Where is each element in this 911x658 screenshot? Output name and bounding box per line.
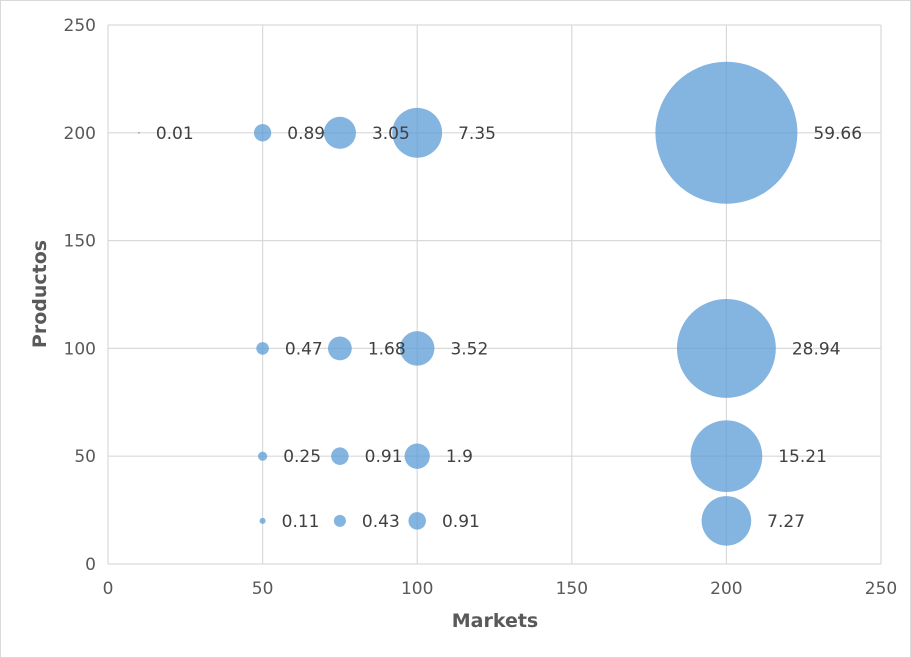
x-tick-label: 250 (865, 579, 897, 599)
bubble (701, 496, 752, 546)
bubble (404, 443, 430, 469)
bubble (256, 342, 269, 355)
bubble (690, 420, 763, 493)
bubble (676, 298, 776, 398)
x-tick-label: 50 (252, 579, 274, 599)
bubble-data-label: 0.01 (156, 124, 194, 144)
bubble-data-label: 0.43 (362, 512, 400, 532)
y-tick-label: 100 (64, 339, 96, 359)
y-tick-label: 150 (64, 232, 96, 252)
gridlines (107, 24, 882, 565)
data-labels: 0.01 0.89 3.05 7.35 59.66 0.47 1.68 3.52 28.94 0.… (156, 124, 862, 532)
bubble (408, 512, 426, 530)
x-tick-label: 200 (710, 579, 742, 599)
y-axis-title: Productos (29, 240, 51, 348)
x-tick-label: 100 (401, 579, 433, 599)
bubble (258, 451, 268, 461)
bubble (331, 447, 349, 465)
bubble (399, 331, 435, 366)
y-tick-label: 50 (74, 447, 96, 467)
bubble-data-label: 1.68 (368, 339, 406, 359)
bubble (655, 61, 798, 204)
y-axis-ticks: 0 50 100 150 200 250 (64, 16, 96, 575)
bubble-data-label: 0.25 (283, 447, 321, 467)
x-axis-ticks: 0 50 100 150 200 250 (103, 579, 898, 599)
bubble-data-label: 0.11 (282, 512, 320, 532)
y-tick-label: 250 (64, 16, 96, 36)
y-tick-label: 0 (85, 555, 96, 575)
x-tick-label: 150 (556, 579, 588, 599)
bubble (323, 116, 356, 149)
x-tick-label: 0 (103, 579, 114, 599)
bubble (253, 124, 272, 142)
bubble-data-label: 0.47 (285, 339, 323, 359)
bubbles (138, 61, 798, 546)
bubble (333, 514, 346, 527)
bubble-data-label: 3.05 (372, 124, 410, 144)
bubble-data-label: 59.66 (813, 124, 862, 144)
bubble (138, 131, 140, 134)
bubble (259, 517, 266, 524)
bubble-data-label: 0.89 (287, 124, 325, 144)
bubble-data-label: 0.91 (365, 447, 403, 467)
y-tick-label: 200 (64, 124, 96, 144)
bubble-data-label: 3.52 (450, 339, 488, 359)
bubble-data-label: 7.35 (458, 124, 496, 144)
bubble-data-label: 7.27 (767, 512, 805, 532)
bubble-data-label: 15.21 (778, 447, 827, 467)
bubble-data-label: 28.94 (792, 339, 841, 359)
bubble (327, 336, 352, 361)
x-axis-title: Markets (452, 610, 539, 632)
bubble-data-label: 1.9 (446, 447, 473, 467)
bubble (392, 107, 443, 158)
bubble-data-label: 0.91 (442, 512, 480, 532)
